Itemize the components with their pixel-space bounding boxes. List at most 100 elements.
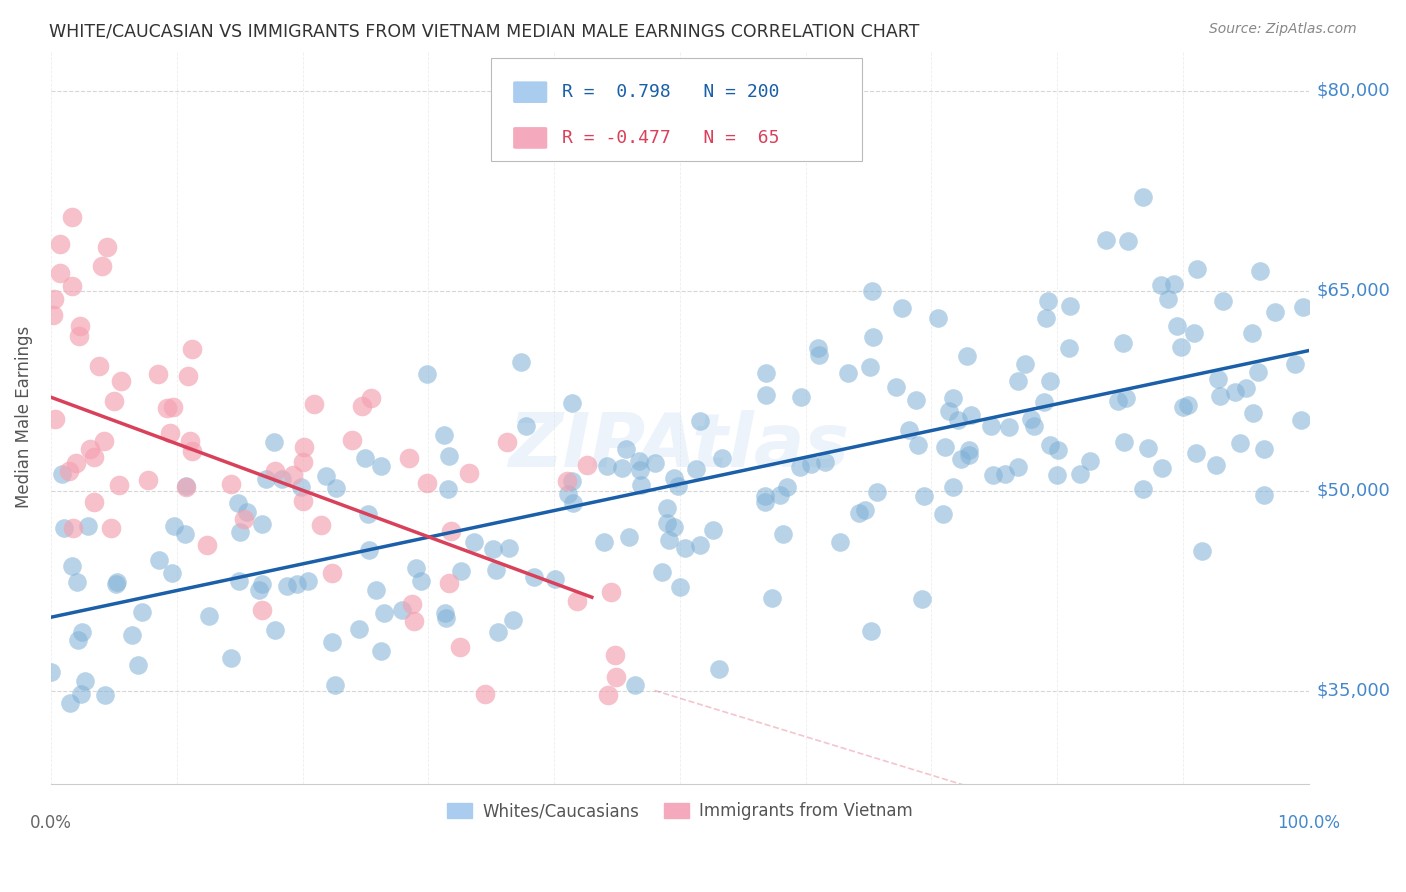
Point (603, 648, 626, 662)
Point (1132, 190, 1154, 204)
Text: ZIPAtlas: ZIPAtlas (509, 410, 851, 483)
Point (221, 477, 243, 491)
Point (544, 572, 567, 586)
Point (91, 259, 114, 273)
Point (561, 475, 583, 489)
Point (1182, 326, 1205, 340)
Point (354, 451, 377, 466)
Point (755, 366, 778, 380)
Point (89, 359, 111, 373)
Point (1032, 395, 1054, 409)
Point (302, 397, 325, 411)
Point (94, 688, 117, 702)
Point (710, 450, 733, 465)
Point (828, 535, 851, 549)
Point (69, 318, 91, 333)
Point (934, 440, 956, 454)
Point (1150, 277, 1173, 292)
Point (1247, 366, 1270, 380)
Point (42, 309, 65, 323)
Point (1223, 384, 1246, 399)
Point (247, 582, 270, 597)
Point (162, 400, 184, 414)
Point (709, 662, 731, 676)
Point (769, 487, 792, 501)
Point (105, 575, 128, 590)
Point (651, 565, 673, 579)
Point (907, 438, 929, 452)
Point (837, 366, 859, 380)
Point (325, 481, 347, 495)
Point (596, 459, 619, 474)
Point (605, 670, 627, 684)
Point (1253, 442, 1275, 456)
Legend: Whites/Caucasians, Immigrants from Vietnam: Whites/Caucasians, Immigrants from Vietn… (440, 796, 920, 827)
Point (79, 442, 101, 456)
Point (51, 467, 73, 482)
Point (673, 541, 696, 556)
Point (515, 418, 537, 433)
Point (1229, 436, 1251, 450)
Point (1205, 458, 1227, 472)
Point (83, 450, 105, 464)
Point (754, 495, 776, 509)
Point (610, 461, 633, 475)
Text: $65,000: $65,000 (1317, 282, 1391, 300)
Text: 100.0%: 100.0% (1277, 814, 1340, 832)
Point (440, 524, 463, 539)
Point (496, 434, 519, 449)
Point (1185, 446, 1208, 460)
Point (669, 581, 692, 595)
Point (685, 461, 707, 475)
Point (1241, 406, 1264, 420)
Point (65, 456, 87, 470)
Point (1150, 461, 1173, 475)
Point (555, 474, 578, 488)
Point (195, 538, 218, 552)
Point (898, 423, 921, 437)
Point (942, 480, 965, 494)
Text: R =  0.798   N = 200: R = 0.798 N = 200 (561, 83, 779, 101)
Point (912, 489, 935, 503)
Point (1035, 310, 1057, 325)
Point (1240, 326, 1263, 340)
Point (73, 674, 96, 689)
Point (1007, 460, 1029, 475)
Point (357, 508, 380, 522)
Point (1163, 277, 1185, 291)
Point (44, 411, 66, 425)
Point (93, 434, 115, 449)
Point (662, 520, 685, 534)
Point (980, 419, 1002, 434)
Point (276, 579, 298, 593)
Point (754, 489, 776, 503)
Point (1191, 543, 1213, 558)
Point (42, 292, 65, 306)
Point (411, 574, 433, 589)
Point (557, 487, 579, 501)
Point (174, 527, 197, 541)
Point (1157, 292, 1180, 306)
Point (405, 560, 427, 574)
Point (458, 466, 481, 480)
Point (1036, 293, 1059, 308)
Point (1249, 264, 1271, 278)
Point (628, 463, 651, 477)
Point (290, 481, 312, 495)
Point (309, 518, 332, 533)
Point (181, 343, 204, 357)
Point (1185, 262, 1208, 277)
Point (599, 585, 621, 599)
Point (60, 559, 83, 574)
Point (644, 456, 666, 470)
Point (799, 457, 821, 471)
Point (229, 525, 252, 540)
Point (321, 635, 343, 649)
Point (148, 368, 170, 382)
Point (1059, 299, 1081, 313)
Point (1112, 335, 1135, 350)
Point (960, 408, 983, 422)
Point (373, 606, 395, 620)
Point (254, 471, 277, 485)
Point (946, 413, 969, 427)
